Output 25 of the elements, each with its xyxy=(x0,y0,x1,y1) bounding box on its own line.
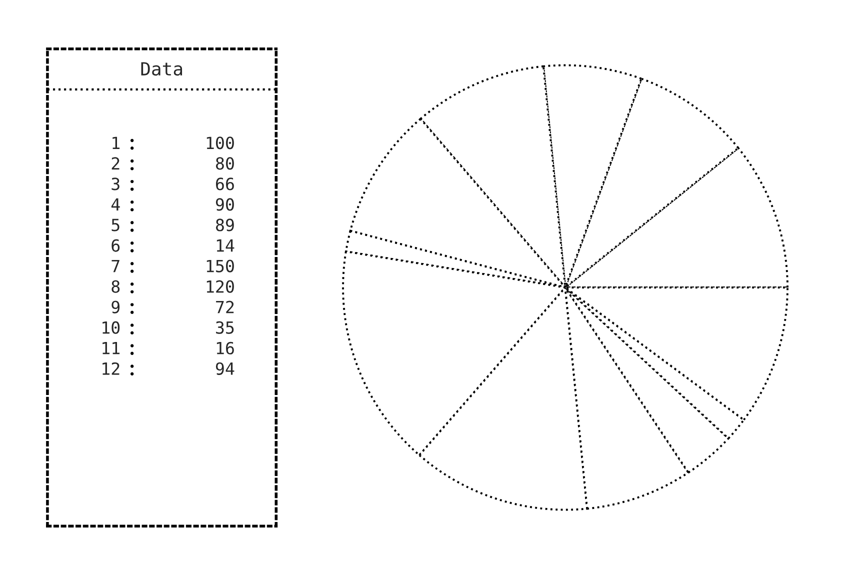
data-label: 80 xyxy=(216,157,234,170)
data-label: 120 xyxy=(206,280,234,293)
legend-label: 9 xyxy=(112,300,120,314)
data-label: 72 xyxy=(216,300,234,314)
legend-label: 11 xyxy=(102,342,120,354)
legend-label: 10 xyxy=(102,321,120,334)
chart-title: Data xyxy=(141,62,182,76)
legend-label: 8 xyxy=(112,280,120,293)
data-label: 35 xyxy=(216,321,234,334)
data-label: 16 xyxy=(216,342,234,354)
legend-label: 1 xyxy=(112,136,120,149)
data-label: 94 xyxy=(216,362,234,375)
data-label: 89 xyxy=(216,218,234,232)
legend-label: 12 xyxy=(102,362,120,375)
legend-label: 5 xyxy=(112,218,120,232)
data-label: 90 xyxy=(216,198,234,211)
legend-label: 7 xyxy=(112,260,120,272)
legend-label: 4 xyxy=(111,198,120,211)
legend-label: 6 xyxy=(112,239,120,252)
data-label: 100 xyxy=(206,136,234,150)
legend-label: 3 xyxy=(112,178,120,190)
data-label: 66 xyxy=(216,178,234,190)
legend-label: 2 xyxy=(112,157,120,170)
data-label: 150 xyxy=(206,260,234,272)
data-label: 14 xyxy=(216,239,234,252)
